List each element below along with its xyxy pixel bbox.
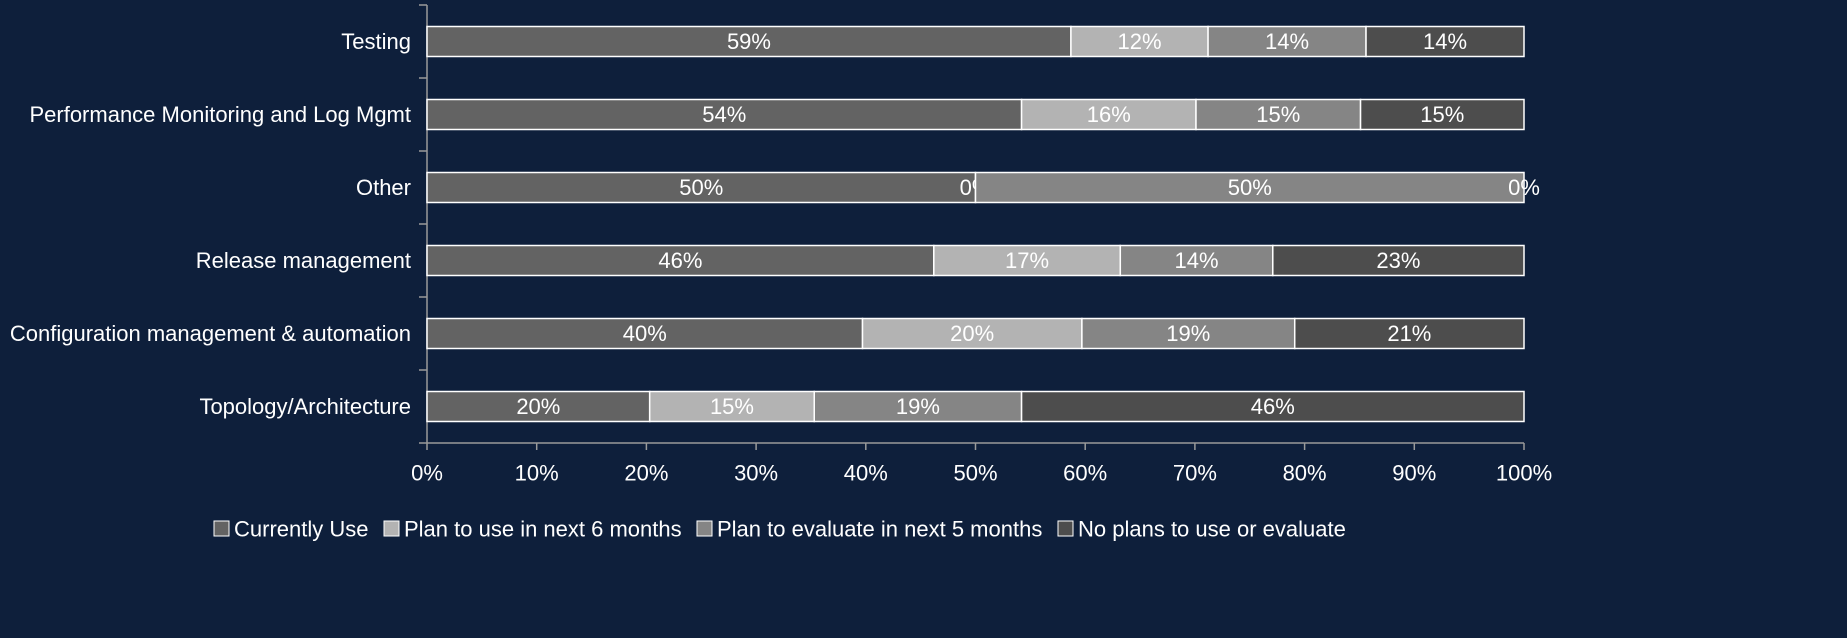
data-label: 23% xyxy=(1376,248,1420,273)
x-tick-label: 10% xyxy=(515,461,559,486)
bar-segment xyxy=(1081,317,1296,350)
x-tick-label: 90% xyxy=(1392,461,1436,486)
x-tick-label: 80% xyxy=(1283,461,1327,486)
data-label: 14% xyxy=(1175,248,1219,273)
data-label: 15% xyxy=(1256,102,1300,127)
bar-segment xyxy=(426,25,1072,58)
x-tick-label: 60% xyxy=(1063,461,1107,486)
data-label: 19% xyxy=(896,394,940,419)
bar-segment xyxy=(861,317,1083,350)
category-label: Topology/Architecture xyxy=(199,394,411,419)
data-label: 16% xyxy=(1087,102,1131,127)
category-label: Other xyxy=(356,175,411,200)
data-label: 20% xyxy=(950,321,994,346)
data-label: 46% xyxy=(1251,394,1295,419)
x-tick-label: 0% xyxy=(411,461,443,486)
data-label: 15% xyxy=(710,394,754,419)
data-label: 21% xyxy=(1387,321,1431,346)
data-label: 14% xyxy=(1423,29,1467,54)
data-label: 12% xyxy=(1117,29,1161,54)
legend-label: Currently Use xyxy=(234,517,368,542)
category-label: Testing xyxy=(341,29,411,54)
bar-segment xyxy=(1272,244,1525,277)
data-label: 50% xyxy=(1228,175,1272,200)
bar-segment xyxy=(813,390,1023,423)
category-label: Release management xyxy=(196,248,411,273)
legend-label: No plans to use or evaluate xyxy=(1078,517,1346,542)
data-label: 46% xyxy=(658,248,702,273)
data-label: 54% xyxy=(702,102,746,127)
x-tick-label: 40% xyxy=(844,461,888,486)
bar-segment xyxy=(1020,390,1525,423)
bar-segment xyxy=(933,244,1122,277)
legend-swatch xyxy=(383,520,400,537)
data-label: 14% xyxy=(1265,29,1309,54)
data-label: 40% xyxy=(623,321,667,346)
bar-segment xyxy=(974,171,1525,204)
category-label: Configuration management & automation xyxy=(10,321,411,346)
legend-label: Plan to evaluate in next 5 months xyxy=(717,517,1042,542)
x-tick-label: 50% xyxy=(953,461,997,486)
bar-segment xyxy=(1207,25,1367,58)
data-label: 50% xyxy=(679,175,723,200)
data-label: 59% xyxy=(727,29,771,54)
legend-label: Plan to use in next 6 months xyxy=(404,517,682,542)
bar-segment xyxy=(1365,25,1525,58)
bar-segment xyxy=(426,317,864,350)
data-label: 20% xyxy=(516,394,560,419)
x-tick-label: 30% xyxy=(734,461,778,486)
bar-segment xyxy=(1020,98,1197,131)
bar-segment xyxy=(1293,317,1525,350)
bar-segment xyxy=(1070,25,1209,58)
x-tick-label: 100% xyxy=(1496,461,1552,486)
legend-swatch xyxy=(213,520,230,537)
legend-swatch xyxy=(1057,520,1074,537)
bar-segment xyxy=(1359,98,1525,131)
data-label: 19% xyxy=(1166,321,1210,346)
data-label: 0% xyxy=(1508,175,1540,200)
category-label: Performance Monitoring and Log Mgmt xyxy=(29,102,411,127)
data-label: 15% xyxy=(1420,102,1464,127)
data-label: 17% xyxy=(1005,248,1049,273)
x-tick-label: 70% xyxy=(1173,461,1217,486)
x-tick-label: 20% xyxy=(624,461,668,486)
bar-segment xyxy=(426,244,935,277)
legend-swatch xyxy=(696,520,713,537)
bar-segment xyxy=(1119,244,1274,277)
